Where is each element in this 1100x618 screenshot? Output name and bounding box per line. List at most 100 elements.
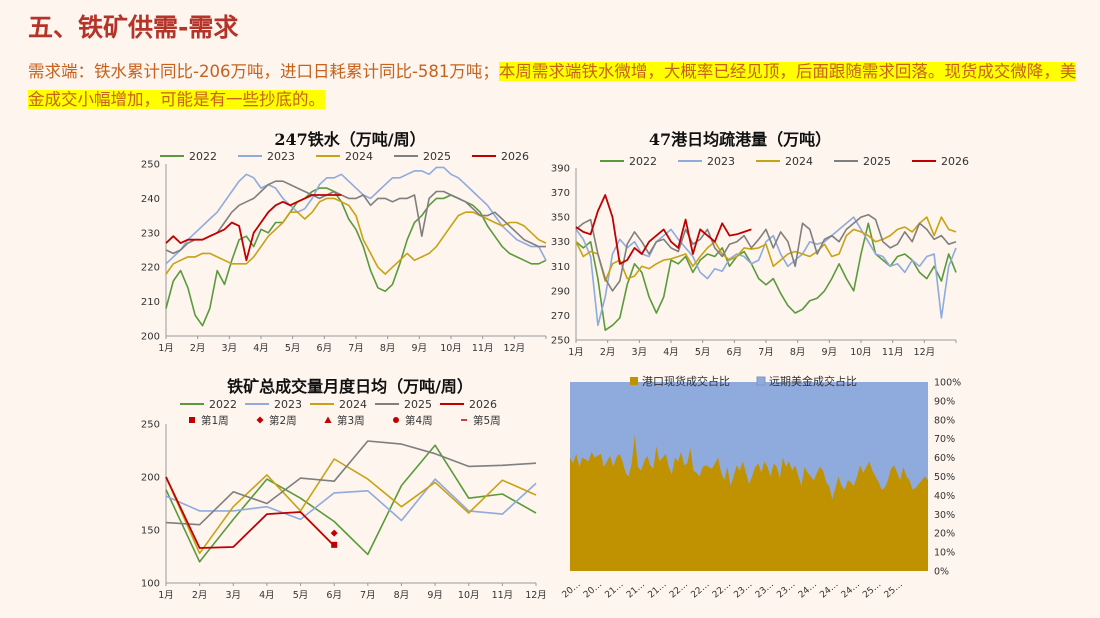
- y-tick-label: 80%: [934, 415, 955, 426]
- x-tick-label: 1月: [158, 590, 174, 601]
- legend-label-week: 第1周: [201, 414, 229, 427]
- legend-label-2023: 2023: [274, 398, 302, 411]
- x-tick-label: 11月: [882, 347, 904, 358]
- legend-label-2025: 2025: [423, 150, 451, 163]
- legend-label-2026: 2026: [941, 155, 969, 168]
- y-tick-label: 210: [141, 297, 160, 308]
- x-tick-label: 24…: [818, 580, 840, 601]
- series-line-2023: [575, 216, 957, 327]
- chart-title-ore-volume: 铁矿总成交量月度日均（万吨/周）: [227, 377, 473, 396]
- series-line-2022: [165, 444, 537, 563]
- series-line-2026: [165, 476, 335, 549]
- x-tick-label: 5月: [285, 343, 301, 354]
- x-tick-label: 20…: [561, 580, 583, 601]
- legend-label-2024: 2024: [785, 155, 813, 168]
- area-spot-share: [570, 434, 928, 571]
- x-tick-label: 4月: [259, 590, 275, 601]
- x-tick-label: 21…: [604, 580, 626, 601]
- legend-label-2024: 2024: [339, 398, 367, 411]
- x-tick-label: 12月: [504, 343, 526, 354]
- x-tick-label: 10月: [440, 343, 462, 354]
- legend-label-2025: 2025: [863, 155, 891, 168]
- x-tick-label: 3月: [632, 347, 648, 358]
- y-tick-label: 370: [551, 188, 570, 199]
- x-tick-label: 3月: [225, 590, 241, 601]
- x-tick-label: 9月: [412, 343, 428, 354]
- x-tick-label: 11月: [472, 343, 494, 354]
- x-tick-label: 23…: [754, 580, 776, 601]
- legend-label-2022: 2022: [189, 150, 217, 163]
- legend-marker-diamond: [256, 416, 264, 424]
- x-tick-label: 6月: [326, 590, 342, 601]
- x-tick-label: 25…: [861, 580, 883, 601]
- x-tick-label: 24…: [840, 580, 862, 601]
- x-tick-label: 7月: [360, 590, 376, 601]
- y-tick-label: 250: [141, 420, 160, 431]
- x-tick-label: 8月: [380, 343, 396, 354]
- y-tick-label: 20%: [934, 529, 955, 540]
- x-tick-label: 8月: [394, 590, 410, 601]
- x-tick-label: 12月: [914, 347, 936, 358]
- y-tick-label: 330: [551, 237, 570, 248]
- series-line-2025: [575, 213, 957, 292]
- legend-label-2022: 2022: [209, 398, 237, 411]
- x-tick-label: 9月: [822, 347, 838, 358]
- y-tick-label: 10%: [934, 548, 955, 559]
- x-tick-label: 7月: [348, 343, 364, 354]
- y-tick-label: 70%: [934, 434, 955, 445]
- x-tick-label: 1月: [568, 347, 584, 358]
- y-tick-label: 150: [141, 526, 160, 537]
- legend-label-2024: 2024: [345, 150, 373, 163]
- chart-port-clearance: 250 270 290 310 330 350 370 390 1月 2月 3月 4月 5月 6月 7月 8月…: [551, 155, 969, 358]
- legend-swatch-usd: [756, 376, 766, 386]
- x-tick-label: 12月: [525, 590, 547, 601]
- y-tick-label: 220: [141, 263, 160, 274]
- legend-label-2026: 2026: [469, 398, 497, 411]
- series-line-2026: [165, 194, 342, 262]
- x-tick-label: 2月: [192, 590, 208, 601]
- y-tick-label: 290: [551, 286, 570, 297]
- x-tick-label: 5月: [695, 347, 711, 358]
- legend-label-2023: 2023: [267, 150, 295, 163]
- x-tick-label: 22…: [668, 580, 690, 601]
- x-tick-label: 22…: [689, 580, 711, 601]
- legend-label-week: 第3周: [337, 414, 365, 427]
- page-description: 需求端：铁水累计同比-206万吨，进口日耗累计同比-581万吨；本周需求端铁水微…: [28, 58, 1078, 114]
- x-tick-label: 8月: [790, 347, 806, 358]
- x-tick-label: 6月: [317, 343, 333, 354]
- y-tick-label: 200: [141, 332, 160, 343]
- x-tick-label: 23…: [775, 580, 797, 601]
- chart-ore-volume: 100 150 200 250 1月 2月 3月 4月 5月 6月 7月 8月 9月 10月 11月 12月 2…: [141, 398, 547, 601]
- x-tick-label: 21…: [646, 580, 668, 601]
- y-tick-label: 230: [141, 228, 160, 239]
- x-tick-label: 10月: [850, 347, 872, 358]
- y-tick-label: 240: [141, 194, 160, 205]
- legend-label-week: 第2周: [269, 414, 297, 427]
- x-tick-label: 21…: [625, 580, 647, 601]
- y-tick-label: 200: [141, 473, 160, 484]
- chart-title-hot-metal: 247铁水（万吨/周）: [274, 130, 426, 149]
- x-tick-label: 7月: [758, 347, 774, 358]
- x-tick-label: 6月: [727, 347, 743, 358]
- y-tick-label: 40%: [934, 491, 955, 502]
- series-line-2023: [165, 478, 537, 522]
- chart-title-port-clearance: 47港日均疏港量（万吨）: [648, 130, 832, 149]
- y-tick-label: 100%: [934, 378, 961, 389]
- x-tick-label: 25…: [883, 580, 905, 601]
- x-tick-label: 9月: [427, 590, 443, 601]
- legend-marker-triangle: [324, 416, 332, 423]
- x-tick-label: 5月: [293, 590, 309, 601]
- chart-hot-metal: 200 210 220 230 240 250 1月 2月 3月 4月 5月 6月 7月 8月 9月 10月 1…: [141, 150, 547, 354]
- chart-spot-usd-share: 0%10%20%30%40%50%60%70%80%90%100%20… 20… 2…: [561, 374, 962, 601]
- y-tick-label: 50%: [934, 472, 955, 483]
- legend-label-2026: 2026: [501, 150, 529, 163]
- x-tick-label: 20…: [582, 580, 604, 601]
- y-tick-label: 350: [551, 213, 570, 224]
- x-tick-label: 24…: [797, 580, 819, 601]
- y-tick-label: 270: [551, 311, 570, 322]
- legend-marker-square: [189, 417, 195, 423]
- y-tick-label: 100: [141, 579, 160, 590]
- legend-swatch-spot: [630, 377, 638, 385]
- x-tick-label: 23…: [732, 580, 754, 601]
- y-tick-label: 250: [141, 160, 160, 171]
